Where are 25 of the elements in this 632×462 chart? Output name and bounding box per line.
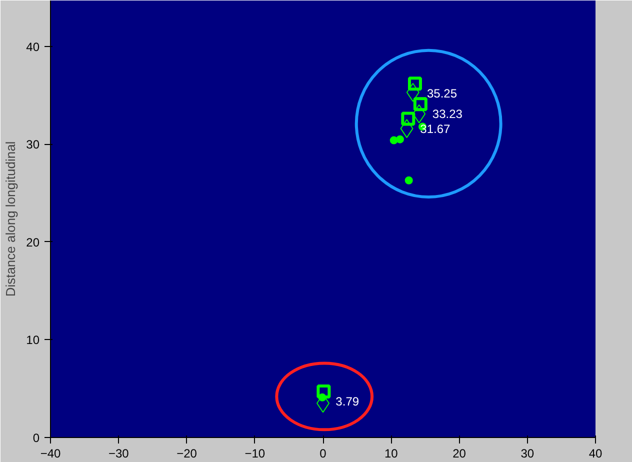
point (401, 112, 416, 126)
y-tick-label: 40 (26, 40, 40, 54)
y-tick-label: 30 (26, 138, 40, 152)
point (413, 97, 428, 112)
x-tick-label: 0 (320, 446, 327, 460)
x-tick-label: −20 (176, 446, 198, 460)
y-tick-label: 10 (26, 333, 40, 348)
annotation: 35.25 (426, 86, 458, 101)
point (316, 384, 331, 399)
point (404, 176, 413, 184)
x-tick-label: −30 (108, 446, 130, 460)
x-tick-label: 40 (588, 446, 602, 460)
y-tick-label: 0 (32, 431, 40, 445)
point (408, 76, 422, 91)
x-tick-label: −10 (244, 446, 266, 460)
x-tick-label: −40 (40, 446, 62, 460)
x-tick-label: 10 (384, 446, 398, 460)
annotation: 3.79 (336, 394, 360, 409)
x-tick-label: 30 (520, 446, 534, 460)
point (396, 135, 404, 144)
annotation: 33.23 (432, 107, 463, 122)
y-axis-title: Distance along longitudinal (3, 141, 18, 297)
x-tick-label: 20 (452, 446, 466, 460)
annotation: 31.67 (420, 122, 451, 136)
y-tick-label: 20 (26, 235, 40, 250)
